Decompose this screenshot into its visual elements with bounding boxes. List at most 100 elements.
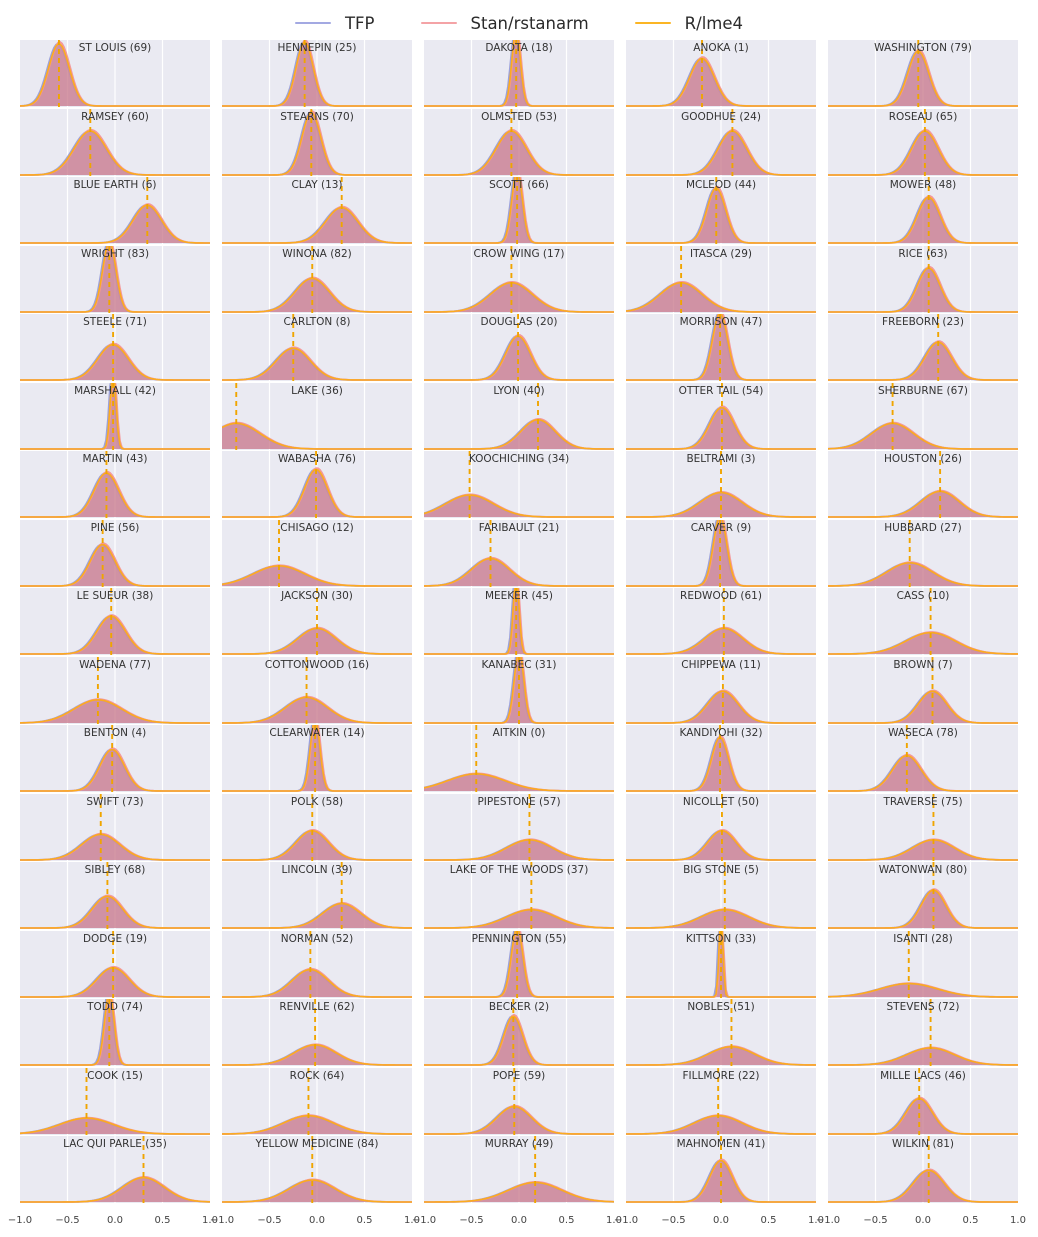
density-curve xyxy=(424,908,614,929)
density-plot xyxy=(828,451,1018,518)
x-tick-label: 0.5 xyxy=(558,1215,575,1226)
density-panel-douglas: DOUGLAS (20) xyxy=(424,314,614,381)
density-plot xyxy=(626,108,816,176)
density-panel-mille-lacs: MILLE LACS (46) xyxy=(828,1067,1018,1135)
density-curve xyxy=(424,177,614,244)
density-panel-goodhue: GOODHUE (24) xyxy=(626,108,816,176)
lme4-line-swatch-icon xyxy=(634,21,671,25)
legend-label-lme4: R/lme4 xyxy=(684,13,744,33)
density-curve xyxy=(424,773,614,792)
density-plot xyxy=(424,451,614,518)
density-curve xyxy=(626,406,816,450)
density-panel-lyon: LYON (40) xyxy=(424,382,614,450)
density-panel-kittson: KITTSON (33) xyxy=(626,930,816,998)
density-panel-olmsted: OLMSTED (53) xyxy=(424,108,614,176)
density-plot xyxy=(20,930,210,998)
density-plot xyxy=(828,382,1018,450)
density-panel-sherburne: SHERBURNE (67) xyxy=(828,382,1018,450)
density-plot xyxy=(424,177,614,244)
density-curve xyxy=(828,490,1018,518)
density-curve xyxy=(424,588,614,655)
density-panel-clay: CLAY (13) xyxy=(222,177,412,244)
density-panel-steele: STEELE (71) xyxy=(20,314,210,381)
density-plot xyxy=(20,177,210,244)
density-curve xyxy=(20,1176,210,1203)
x-tick-label: 1.0 xyxy=(1010,1215,1026,1226)
density-panel-otter-tail: OTTER TAIL (54) xyxy=(626,382,816,450)
x-tick-label: −1.0 xyxy=(613,1215,639,1226)
tfp-line-swatch-icon xyxy=(294,21,331,25)
density-curve xyxy=(424,129,614,176)
density-panel-marshall: MARSHALL (42) xyxy=(20,382,210,450)
density-plot xyxy=(222,656,412,724)
density-curve xyxy=(828,631,1018,655)
density-curve xyxy=(20,748,210,792)
density-plot xyxy=(828,656,1018,724)
x-tick-label: −0.5 xyxy=(55,1215,80,1226)
x-tick-label: −1.0 xyxy=(411,1215,437,1226)
x-tick-label: −0.5 xyxy=(863,1215,888,1226)
density-plot xyxy=(20,245,210,313)
density-plot xyxy=(626,656,816,724)
density-curve xyxy=(626,930,816,998)
density-curve xyxy=(20,966,210,998)
density-curve xyxy=(20,999,210,1066)
density-curve xyxy=(828,196,1018,244)
density-curve xyxy=(222,1044,412,1066)
density-curve xyxy=(20,1116,210,1135)
legend-item-tfp: TFP xyxy=(294,14,375,33)
density-curve xyxy=(828,129,1018,176)
legend-item-lme4: R/lme4 xyxy=(634,13,744,33)
density-plot xyxy=(222,1067,412,1135)
x-tick-label: 0.5 xyxy=(760,1215,777,1226)
density-plot xyxy=(20,382,210,450)
density-panel-fillmore: FILLMORE (22) xyxy=(626,1067,816,1135)
density-curve xyxy=(424,1105,614,1135)
density-curve xyxy=(20,382,210,450)
density-plot xyxy=(222,40,412,107)
x-tick-label: 0.5 xyxy=(962,1215,979,1226)
x-axis: −1.0 −0.5 0.0 0.5 1.0 −1.0 −0.5 0.0 0.5 1.0 −1.0 −0… xyxy=(8,1211,1026,1231)
density-grid: ST LOUIS (69) HENNEPIN (25) DAKOTA (18) ANO… xyxy=(20,40,1018,1203)
x-tick-label: 0.5 xyxy=(154,1215,171,1226)
density-plot xyxy=(222,862,412,929)
density-panel-wilkin: WILKIN (81) xyxy=(828,1136,1018,1203)
density-panel-nicollet: NICOLLET (50) xyxy=(626,793,816,861)
stan-line-swatch-icon xyxy=(420,21,457,25)
density-plot xyxy=(626,930,816,998)
density-panel-winona: WINONA (82) xyxy=(222,245,412,313)
density-panel-traverse: TRAVERSE (75) xyxy=(828,793,1018,861)
x-tick-label: 1.0 xyxy=(404,1215,420,1226)
x-tick-label: −1.0 xyxy=(7,1215,33,1226)
density-plot xyxy=(828,1067,1018,1135)
density-plot xyxy=(424,862,614,929)
density-curve xyxy=(828,982,1018,998)
density-plot xyxy=(828,1136,1018,1203)
density-curve xyxy=(20,615,210,655)
density-plot xyxy=(828,793,1018,861)
density-panel-ramsey: RAMSEY (60) xyxy=(20,108,210,176)
x-tick-label: −1.0 xyxy=(815,1215,841,1226)
density-panel-hubbard: HUBBARD (27) xyxy=(828,519,1018,587)
density-curve xyxy=(828,1047,1018,1066)
x-tick-label: 0.0 xyxy=(309,1215,325,1226)
density-panel-jackson: JACKSON (30) xyxy=(222,588,412,655)
density-plot xyxy=(424,725,614,792)
density-panel-wadena: WADENA (77) xyxy=(20,656,210,724)
density-panel-murray: MURRAY (49) xyxy=(424,1136,614,1203)
density-curve xyxy=(626,1045,816,1066)
density-curve xyxy=(222,725,412,792)
density-panel-norman: NORMAN (52) xyxy=(222,930,412,998)
density-curve xyxy=(828,1097,1018,1135)
density-panel-redwood: REDWOOD (61) xyxy=(626,588,816,655)
density-curve xyxy=(424,656,614,724)
density-curve xyxy=(222,902,412,929)
density-plot xyxy=(626,999,816,1066)
density-panel-houston: HOUSTON (26) xyxy=(828,451,1018,518)
density-curve xyxy=(424,838,614,861)
density-plot xyxy=(424,108,614,176)
x-axis-column-2: −1.0 −0.5 0.0 0.5 1.0 xyxy=(412,1211,622,1231)
density-curve xyxy=(828,689,1018,724)
density-panel-pope: POPE (59) xyxy=(424,1067,614,1135)
density-curve xyxy=(626,314,816,381)
